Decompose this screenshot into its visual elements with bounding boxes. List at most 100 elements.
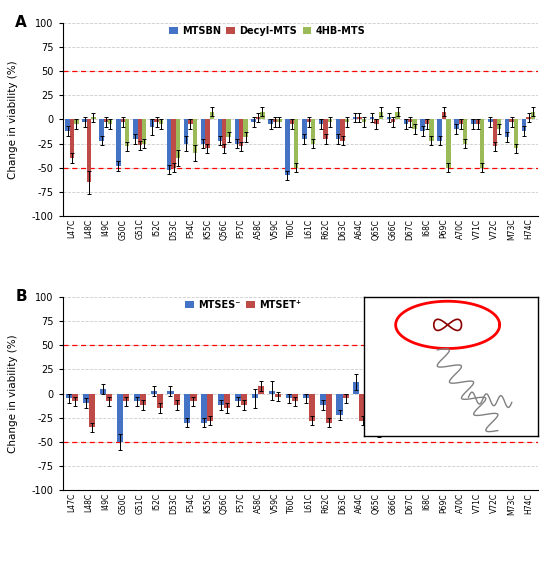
Bar [235, 119, 239, 144]
Bar [325, 394, 332, 422]
Bar [252, 119, 256, 123]
Bar [260, 112, 265, 119]
Bar [391, 119, 395, 123]
Bar [99, 119, 104, 141]
Bar [376, 394, 382, 432]
Bar [91, 117, 96, 119]
Bar [302, 394, 308, 398]
Bar [471, 119, 476, 124]
Bar [523, 394, 529, 397]
Bar [412, 119, 417, 129]
Bar [121, 119, 125, 123]
Bar [269, 390, 275, 394]
Bar [72, 394, 78, 401]
Bar [174, 394, 180, 405]
Bar [157, 394, 163, 408]
Bar [256, 117, 260, 119]
Bar [522, 119, 526, 131]
Bar [336, 119, 340, 139]
Text: B: B [15, 290, 27, 304]
Bar [123, 394, 129, 401]
Bar [104, 119, 108, 123]
Bar [323, 119, 328, 139]
Bar [188, 119, 193, 124]
Bar [235, 394, 241, 401]
Bar [444, 394, 450, 401]
Bar [201, 119, 205, 144]
Bar [459, 119, 463, 124]
Bar [461, 394, 467, 413]
Bar [429, 119, 434, 141]
Bar [222, 119, 227, 148]
Bar [454, 119, 459, 129]
Bar [361, 119, 366, 123]
Bar [531, 112, 535, 119]
Bar [480, 119, 484, 168]
Bar [117, 394, 123, 442]
Bar [176, 119, 180, 158]
Bar [89, 394, 95, 428]
Bar [370, 117, 374, 119]
Bar [478, 394, 484, 418]
Bar [374, 119, 378, 124]
Bar [218, 394, 224, 405]
Bar [472, 394, 478, 398]
Bar [514, 119, 518, 148]
Bar [446, 119, 450, 168]
Bar [328, 119, 333, 123]
Legend: MTSES⁻, MTSET⁺: MTSES⁻, MTSET⁺ [186, 300, 301, 310]
Bar [437, 119, 442, 141]
Bar [171, 119, 176, 168]
Bar [210, 112, 214, 119]
Text: A: A [15, 15, 27, 30]
Bar [378, 112, 383, 119]
Y-axis label: Change in viability (%): Change in viability (%) [8, 60, 17, 178]
Bar [425, 119, 429, 124]
Bar [106, 394, 112, 401]
Bar [359, 394, 366, 421]
Bar [342, 394, 349, 398]
Bar [311, 119, 316, 144]
Bar [308, 394, 315, 421]
Bar [168, 390, 174, 394]
Bar [404, 394, 410, 397]
Bar [185, 394, 191, 422]
Bar [340, 119, 345, 141]
Bar [410, 394, 416, 398]
Y-axis label: Change in viability (%): Change in viability (%) [8, 335, 17, 453]
Bar [509, 119, 514, 123]
Bar [463, 119, 467, 144]
Bar [159, 119, 163, 124]
Bar [427, 394, 433, 398]
Bar [142, 119, 146, 144]
Bar [403, 119, 408, 124]
Bar [387, 394, 393, 397]
Bar [302, 119, 306, 139]
Bar [370, 394, 376, 408]
Bar [442, 112, 446, 119]
Bar [82, 119, 87, 123]
Bar [244, 119, 248, 137]
Bar [241, 394, 247, 405]
Bar [357, 117, 361, 119]
Bar [191, 394, 197, 401]
Bar [184, 119, 188, 144]
Bar [495, 394, 501, 415]
Bar [489, 394, 495, 428]
Bar [116, 119, 121, 166]
Bar [492, 119, 497, 146]
Bar [66, 394, 72, 398]
Bar [277, 119, 282, 123]
Bar [100, 389, 106, 394]
Bar [83, 394, 89, 404]
Bar [506, 394, 512, 421]
Bar [218, 119, 222, 141]
Bar [345, 119, 349, 123]
Bar [336, 394, 342, 415]
Bar [167, 119, 171, 170]
Bar [125, 119, 129, 146]
Bar [193, 119, 197, 153]
Bar [268, 119, 273, 124]
Bar [497, 119, 501, 129]
Bar [239, 119, 244, 146]
